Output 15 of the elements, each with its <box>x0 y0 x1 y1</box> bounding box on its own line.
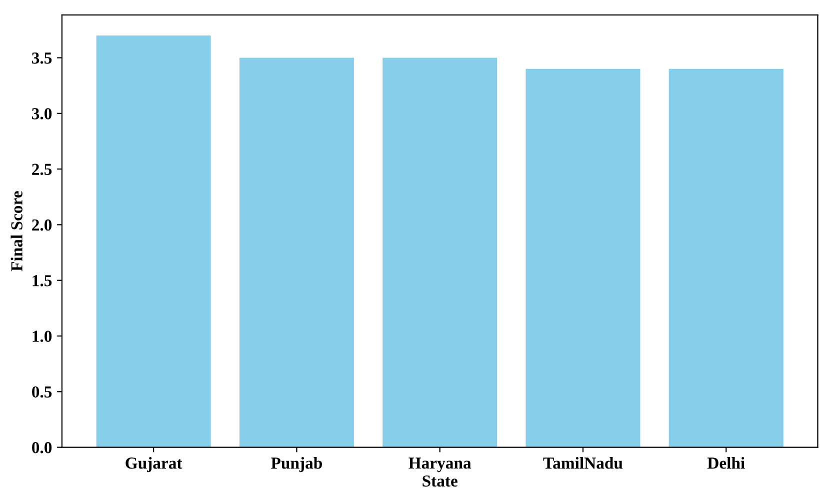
y-tick-label: 0.0 <box>32 442 52 454</box>
x-tick-label: Gujarat <box>126 457 182 472</box>
x-tick-label: Punjab <box>271 457 322 472</box>
x-tick-label: Haryana <box>408 458 472 472</box>
y-tick-label: 1.5 <box>32 275 52 286</box>
y-tick-label: 3.5 <box>32 52 52 64</box>
y-tick-label: 3.0 <box>32 108 52 120</box>
y-tick-label: 2.0 <box>32 219 52 231</box>
y-tick-label: 0.5 <box>32 386 52 398</box>
x-axis-title: State <box>422 475 458 487</box>
y-tick-label: 1.0 <box>32 330 52 342</box>
y-tick-label: 2.5 <box>32 164 52 176</box>
x-tick-label: Delhi <box>707 457 745 469</box>
y-axis-title: Final Score <box>10 191 22 272</box>
x-tick-label: TamilNadu <box>543 457 623 469</box>
